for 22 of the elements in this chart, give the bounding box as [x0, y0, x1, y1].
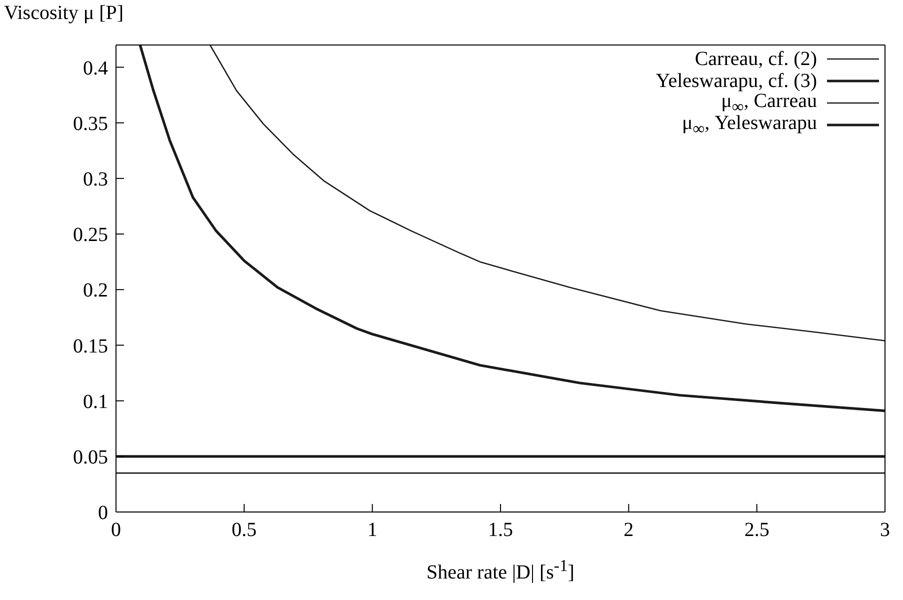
y-tick-label: 0 — [98, 502, 108, 524]
legend-label: Carreau, cf. (2) — [694, 48, 817, 70]
y-tick-label: 0.4 — [83, 57, 108, 80]
y-tick-label: 0.2 — [83, 280, 108, 302]
x-tick-label: 2.5 — [744, 519, 770, 542]
x-axis-title: Shear rate |D| [s$^{-1}$] — [426, 556, 576, 585]
line-series — [138, 45, 885, 412]
y-axis-title: Viscosity μ [P] — [4, 2, 124, 25]
y-tick-label: 0.35 — [73, 112, 108, 135]
y-tick-label: 0.1 — [83, 390, 108, 413]
x-tick-label: 0.5 — [232, 519, 257, 542]
legend-label: μ$_{∞}$, Yeleswarapu — [682, 112, 817, 138]
y-tick-label: 0.15 — [73, 335, 108, 358]
y-tick-label: 0.05 — [73, 446, 108, 469]
x-tick-label: 2 — [624, 519, 634, 542]
legend-label: Yeleswarapu, cf. (3) — [656, 70, 817, 92]
x-tick-label: 1 — [367, 519, 378, 542]
y-tick-label: 0.3 — [83, 168, 108, 191]
line-series — [209, 45, 885, 342]
x-tick-label: 1.5 — [488, 519, 513, 542]
x-tick-label: 3 — [880, 519, 890, 542]
y-tick-label: 0.25 — [73, 224, 108, 246]
